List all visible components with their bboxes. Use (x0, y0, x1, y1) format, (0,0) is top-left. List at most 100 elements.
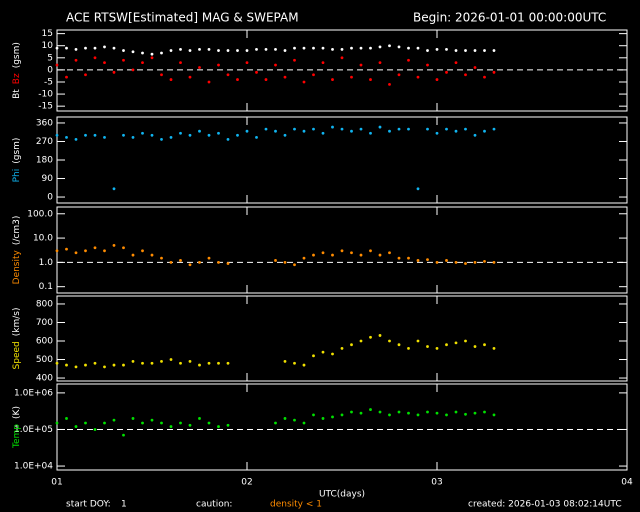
y-axis-label: Temp (K) (12, 406, 22, 449)
data-point (65, 135, 68, 139)
y-tick-label: 5 (47, 53, 53, 63)
data-point (283, 133, 287, 137)
y-tick-label: 1.0E+04 (14, 462, 53, 472)
data-point (483, 75, 486, 79)
legend-entry: Temp (12, 424, 22, 449)
data-point (226, 73, 230, 77)
data-point (454, 260, 458, 264)
data-point (169, 425, 173, 428)
data-point (416, 259, 420, 262)
data-point (179, 259, 182, 262)
data-point (388, 339, 391, 343)
data-point (445, 413, 448, 417)
data-point (131, 68, 135, 72)
data-point (55, 361, 59, 365)
data-point (226, 262, 230, 265)
data-point (350, 129, 353, 133)
data-point (55, 63, 59, 67)
data-point (321, 417, 325, 420)
data-point (188, 423, 192, 427)
data-point (426, 410, 429, 414)
data-point (122, 363, 125, 367)
data-point (122, 133, 125, 137)
data-point (483, 259, 486, 263)
y-tick-label: 1.0E+06 (14, 388, 53, 398)
data-point (350, 75, 353, 79)
data-point (74, 251, 78, 255)
data-point (397, 343, 401, 347)
data-point (122, 58, 125, 62)
data-point (84, 46, 87, 50)
y-axis-unit: (gsm) (12, 138, 22, 164)
data-point (321, 46, 325, 50)
data-point (169, 358, 173, 361)
data-point (369, 78, 372, 81)
data-point (55, 249, 59, 253)
legend-entry: Speed (12, 341, 22, 369)
data-point (169, 260, 173, 264)
data-point (112, 243, 116, 247)
data-point (141, 249, 144, 253)
data-point (55, 46, 59, 50)
data-point (492, 347, 496, 350)
data-point (388, 413, 391, 417)
data-point (359, 339, 363, 343)
data-point (198, 47, 201, 51)
data-point (150, 361, 154, 365)
data-point (473, 411, 477, 415)
data-point (93, 133, 97, 137)
data-point (169, 135, 173, 139)
data-point (198, 363, 201, 367)
data-point (321, 350, 325, 354)
begin-time: Begin: 2026-01-01 00:00:00UTC (413, 11, 606, 25)
data-point (445, 259, 448, 262)
data-point (388, 129, 391, 133)
data-point (255, 70, 258, 74)
data-point (103, 421, 106, 425)
density-note: density < 1 (270, 500, 322, 510)
data-point (302, 46, 306, 50)
data-point (350, 410, 353, 414)
data-point (397, 410, 401, 414)
data-point (141, 131, 144, 135)
y-tick-label: 15 (42, 29, 53, 39)
data-point (369, 249, 372, 253)
data-point (179, 131, 182, 135)
data-point (283, 417, 287, 420)
data-point (236, 49, 239, 52)
data-point (293, 58, 296, 62)
data-point (483, 129, 486, 133)
data-point (188, 133, 192, 137)
data-point (464, 412, 467, 416)
data-point (378, 61, 382, 65)
y-tick-label: 800 (36, 299, 53, 309)
data-point (188, 75, 192, 79)
data-point (426, 345, 429, 348)
data-point (473, 345, 477, 348)
data-point (435, 347, 439, 350)
data-point (160, 138, 163, 141)
data-point (226, 49, 230, 52)
data-point (93, 361, 97, 365)
data-point (84, 73, 87, 77)
data-point (312, 253, 315, 257)
data-point (435, 411, 439, 415)
data-point (283, 49, 287, 52)
data-point (302, 256, 306, 260)
y-axis-unit: (K) (12, 406, 22, 419)
data-point (150, 253, 154, 257)
data-point (464, 49, 467, 52)
legend-entry: Density (12, 249, 22, 284)
data-point (435, 131, 439, 135)
data-point (416, 75, 420, 79)
data-point (388, 251, 391, 255)
data-point (388, 83, 391, 86)
data-point (226, 361, 230, 365)
data-point (141, 51, 144, 55)
y-tick-label: 100.0 (27, 209, 53, 219)
y-tick-label: 1.0 (39, 258, 54, 268)
y-tick-label: 400 (36, 374, 53, 384)
data-point (236, 133, 239, 137)
chart-title: ACE RTSW[Estimated] MAG & SWEPAM (66, 11, 299, 25)
